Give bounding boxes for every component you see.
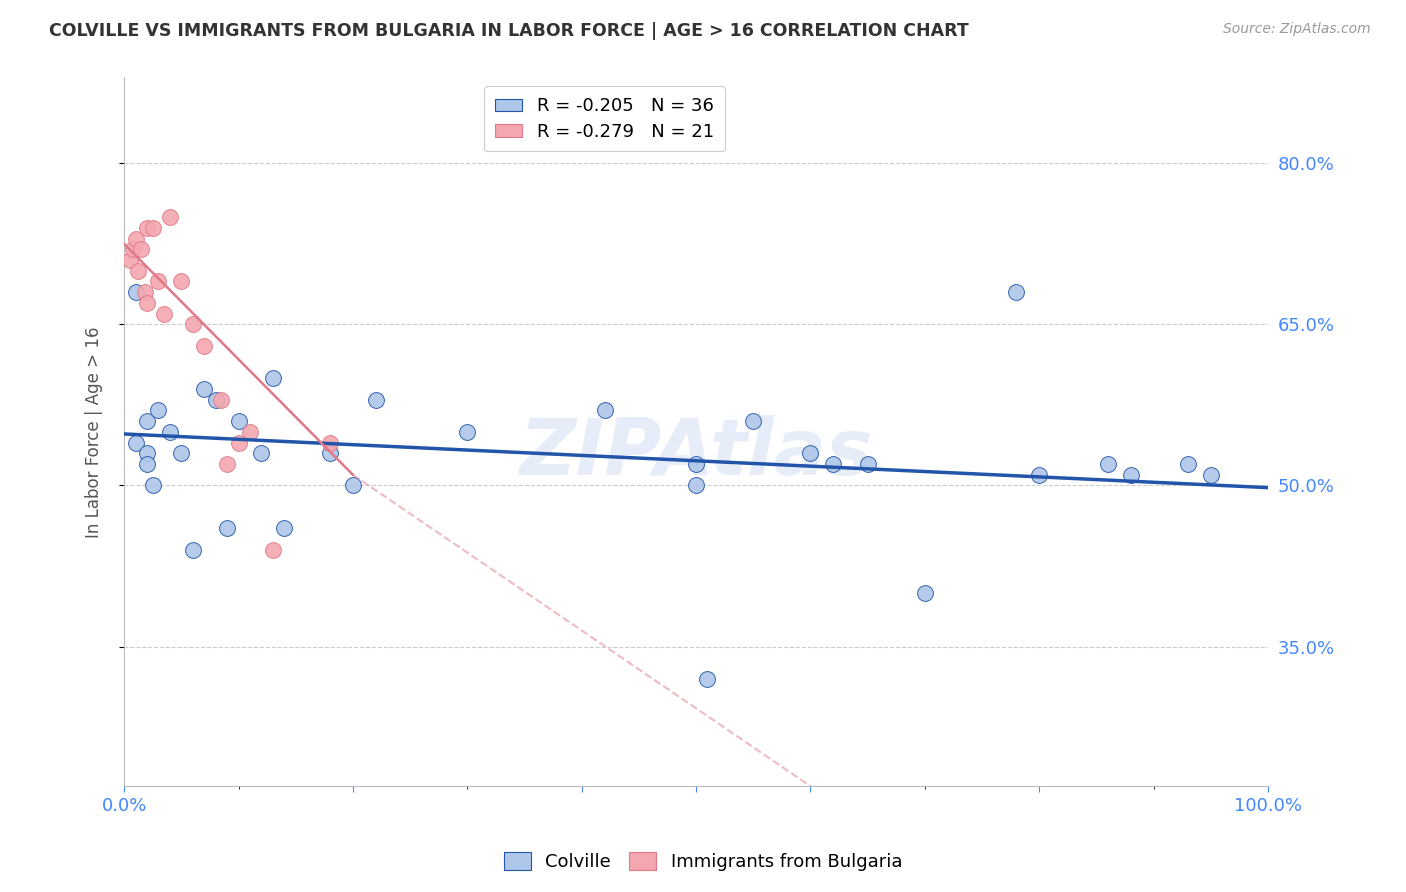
Point [262, 542, 284, 557]
Point [823, 457, 845, 471]
Point [181, 542, 204, 557]
Point [142, 478, 165, 492]
Point [685, 478, 707, 492]
Legend: R = -0.205   N = 36, R = -0.279   N = 21: R = -0.205 N = 36, R = -0.279 N = 21 [484, 87, 724, 152]
Point [228, 414, 250, 428]
Point [593, 403, 616, 417]
Point [209, 392, 232, 407]
Point [148, 275, 170, 289]
Point [239, 425, 262, 439]
Point [696, 672, 718, 686]
Point [856, 457, 879, 471]
Point [122, 242, 145, 256]
Point [228, 435, 250, 450]
Point [914, 586, 936, 600]
Point [136, 446, 159, 460]
Point [124, 231, 146, 245]
Point [1119, 467, 1142, 482]
Point [129, 242, 152, 256]
Point [364, 392, 387, 407]
Point [319, 435, 342, 450]
Text: Source: ZipAtlas.com: Source: ZipAtlas.com [1223, 22, 1371, 37]
Point [142, 220, 165, 235]
Point [273, 521, 295, 535]
Point [262, 371, 284, 385]
Point [1177, 457, 1199, 471]
Point [1005, 285, 1028, 300]
Point [118, 252, 141, 267]
Point [685, 457, 707, 471]
Point [136, 220, 159, 235]
Point [148, 403, 170, 417]
Point [319, 446, 342, 460]
Point [204, 392, 226, 407]
Point [1028, 467, 1050, 482]
Point [136, 414, 159, 428]
Point [153, 307, 176, 321]
Point [170, 446, 193, 460]
Point [136, 457, 159, 471]
Point [159, 210, 181, 224]
Point [799, 446, 821, 460]
Legend: Colville, Immigrants from Bulgaria: Colville, Immigrants from Bulgaria [496, 845, 910, 879]
Point [124, 435, 146, 450]
Point [250, 446, 273, 460]
Text: COLVILLE VS IMMIGRANTS FROM BULGARIA IN LABOR FORCE | AGE > 16 CORRELATION CHART: COLVILLE VS IMMIGRANTS FROM BULGARIA IN … [49, 22, 969, 40]
Point [342, 478, 364, 492]
Point [1097, 457, 1119, 471]
Point [1199, 467, 1222, 482]
Point [193, 339, 215, 353]
Text: ZIPAtlas: ZIPAtlas [519, 415, 873, 491]
Point [159, 425, 181, 439]
Point [181, 318, 204, 332]
Point [124, 285, 146, 300]
Point [217, 521, 239, 535]
Point [127, 264, 149, 278]
Point [217, 457, 239, 471]
Y-axis label: In Labor Force | Age > 16: In Labor Force | Age > 16 [86, 326, 103, 538]
Point [136, 296, 159, 310]
Point [742, 414, 765, 428]
Point [456, 425, 478, 439]
Point [134, 285, 156, 300]
Point [193, 382, 215, 396]
Point [170, 275, 193, 289]
